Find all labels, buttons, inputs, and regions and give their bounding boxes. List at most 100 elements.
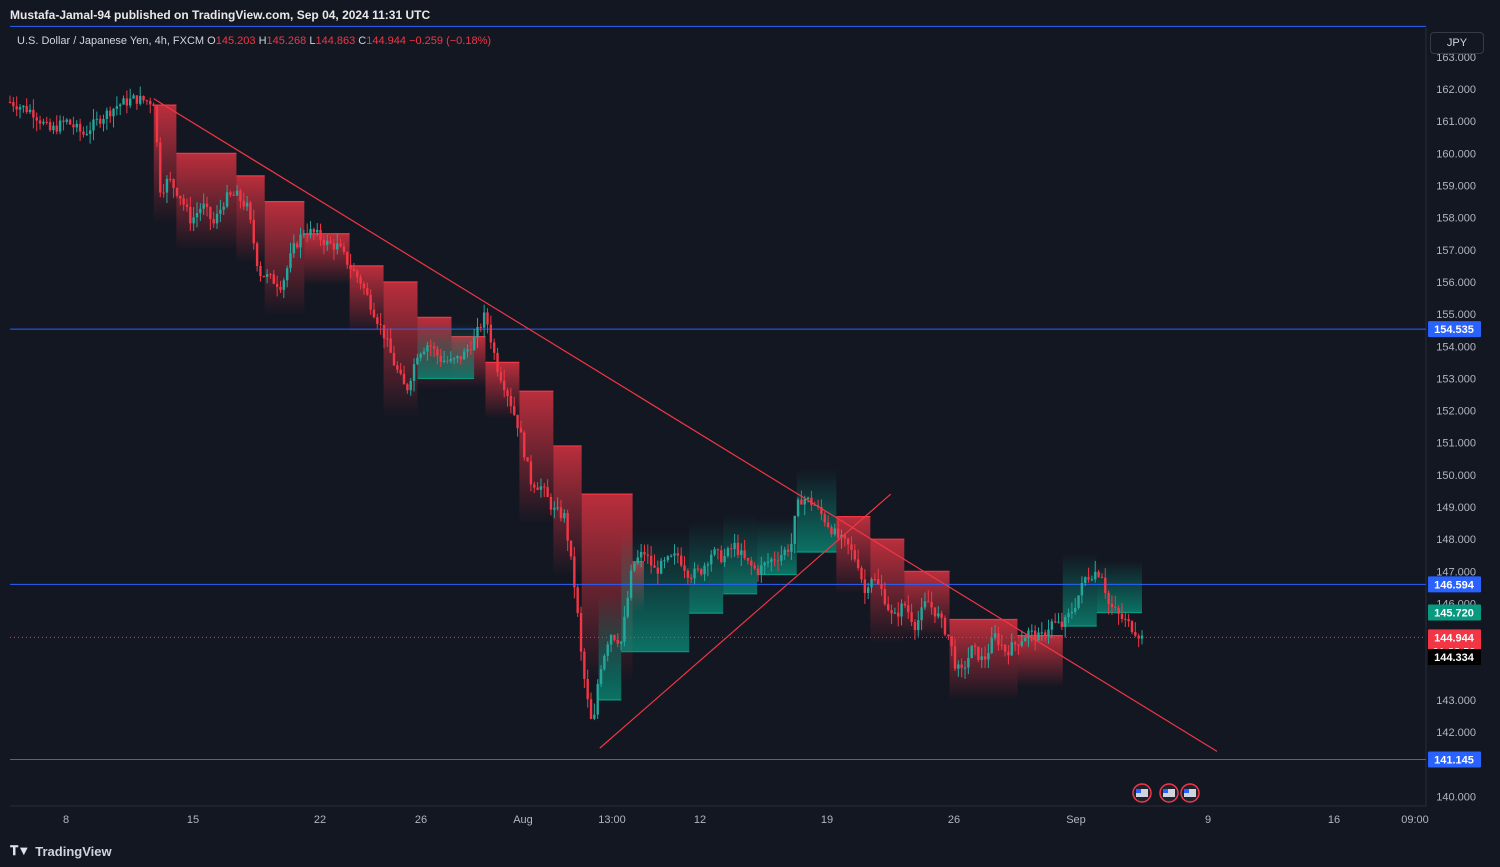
candle-body <box>756 568 760 575</box>
candle-body <box>576 587 579 614</box>
candle-body <box>25 105 28 113</box>
candle-body <box>1080 583 1084 596</box>
time-tick-label: Sep <box>1066 814 1086 826</box>
candle-body <box>1077 595 1080 608</box>
candle-body <box>1124 618 1127 620</box>
candle-body <box>639 551 643 558</box>
price-tick-label: 162.000 <box>1436 84 1476 96</box>
candle-body <box>776 560 780 562</box>
candle-body <box>242 200 245 207</box>
candle-body <box>853 550 857 560</box>
candle-body <box>205 203 209 208</box>
supertrend-fill-up <box>598 593 622 700</box>
candle-body <box>406 384 409 391</box>
price-tick-label: 163.000 <box>1436 52 1476 64</box>
candle-body <box>536 487 539 490</box>
candle-body <box>927 601 930 603</box>
time-tick-label: 09:00 <box>1401 814 1429 826</box>
candle-body <box>740 550 743 556</box>
candle-body <box>1030 630 1034 632</box>
candle-body <box>1033 630 1037 641</box>
price-tick-label: 142.000 <box>1436 727 1476 739</box>
candle-body <box>840 534 843 538</box>
candle-body <box>269 274 272 276</box>
time-tick-label: 26 <box>948 814 960 826</box>
candle-body <box>950 636 953 647</box>
candle-body <box>706 564 710 566</box>
candle-body <box>245 202 249 207</box>
candle-body <box>426 345 429 352</box>
candle-body <box>806 497 810 500</box>
low-label: L <box>309 35 316 47</box>
candle-body <box>880 584 883 590</box>
candle-body <box>636 557 639 563</box>
level-badge <box>1428 751 1481 768</box>
candle-body <box>189 206 192 224</box>
price-tick-label: 151.000 <box>1436 438 1476 450</box>
candle-body <box>583 651 586 679</box>
price-badge <box>1428 604 1481 621</box>
candle-body <box>422 351 426 354</box>
level-badge-label: 154.535 <box>1434 324 1474 336</box>
candle-body <box>559 507 563 519</box>
candle-body <box>149 100 152 105</box>
candle-body <box>392 352 396 366</box>
high-value: 145.268 <box>266 35 307 47</box>
candle-body <box>396 365 399 370</box>
candle-body <box>1000 644 1003 646</box>
candle-body <box>1040 632 1044 634</box>
candle-body <box>135 95 139 104</box>
candle-body <box>1017 644 1020 646</box>
candle-body <box>199 208 202 214</box>
price-tick-label: 159.000 <box>1436 181 1476 193</box>
candle-body <box>132 95 135 99</box>
candle-body <box>412 364 416 381</box>
supertrend-fill-down <box>264 201 305 315</box>
currency-button[interactable]: JPY <box>1430 32 1484 54</box>
candle-body <box>599 669 603 685</box>
candle-body <box>452 358 456 360</box>
candle-body <box>462 351 466 360</box>
candle-body <box>883 589 887 605</box>
candle-body <box>95 118 99 120</box>
candle-body <box>419 353 422 358</box>
price-badge-label: 144.334 <box>1434 652 1475 664</box>
candle-body <box>442 360 446 363</box>
candle-body <box>563 513 566 519</box>
candle-body <box>683 565 686 571</box>
candle-body <box>866 587 870 594</box>
candle-body <box>255 243 259 266</box>
price-tick-label: 154.000 <box>1436 341 1476 353</box>
time-tick-label: 9 <box>1205 814 1211 826</box>
candle-body <box>720 550 723 563</box>
tradingview-brand[interactable]: 𝐓▼ TradingView <box>10 843 112 859</box>
candle-body <box>45 121 48 123</box>
candle-body <box>836 528 840 538</box>
supertrend-fill-down <box>1017 635 1063 688</box>
candle-body <box>62 120 65 122</box>
candle-body <box>1020 641 1023 646</box>
candle-body <box>185 204 189 207</box>
candle-body <box>910 612 913 623</box>
candle-body <box>566 513 569 541</box>
candle-body <box>312 229 316 233</box>
candle-body <box>506 390 509 396</box>
candle-body <box>659 560 663 574</box>
publish-info: Mustafa-Jamal-94 published on TradingVie… <box>10 8 431 22</box>
candle-body <box>115 106 119 109</box>
candle-body <box>332 243 336 250</box>
supertrend-fill-down <box>153 105 177 224</box>
candle-body <box>272 274 275 284</box>
candle-body <box>192 217 195 224</box>
candle-body <box>673 553 676 556</box>
candle-body <box>773 559 776 561</box>
candle-body <box>593 714 596 719</box>
candle-body <box>900 603 903 617</box>
candle-body <box>1127 619 1130 622</box>
candle-body <box>907 605 910 613</box>
candle-body <box>943 617 947 635</box>
candle-body <box>239 190 242 201</box>
candle-body <box>1097 571 1100 577</box>
candle-body <box>696 568 700 570</box>
